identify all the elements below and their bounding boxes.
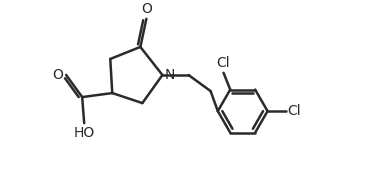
- Text: N: N: [165, 68, 175, 82]
- Text: Cl: Cl: [287, 104, 301, 118]
- Text: O: O: [141, 2, 152, 16]
- Text: Cl: Cl: [217, 56, 230, 70]
- Text: O: O: [52, 68, 63, 82]
- Text: HO: HO: [73, 126, 95, 140]
